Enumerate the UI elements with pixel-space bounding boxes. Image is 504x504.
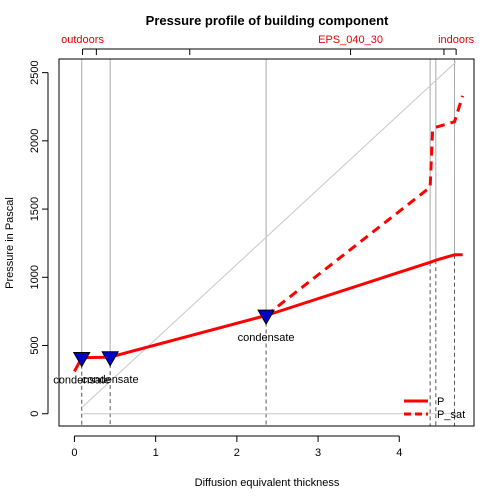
y-tick-label-0: 0 <box>29 411 41 417</box>
condensation-label-1: condensate <box>82 374 139 386</box>
y-tick-label-5: 2500 <box>29 60 41 84</box>
chart-title: Pressure profile of building component <box>146 13 389 28</box>
y-tick-label-1: 500 <box>29 336 41 354</box>
y-tick-label-2: 1000 <box>29 265 41 289</box>
legend-label-0: P <box>437 396 444 408</box>
y-tick-label-4: 2000 <box>29 129 41 153</box>
x-axis-title: Diffusion equivalent thickness <box>195 477 340 489</box>
x-tick-label-0: 0 <box>71 447 77 459</box>
x-tick-label-3: 3 <box>315 447 321 459</box>
x-tick-label-2: 2 <box>234 447 240 459</box>
y-axis-title: Pressure in Pascal <box>4 197 16 289</box>
x-tick-label-1: 1 <box>153 447 159 459</box>
x-tick-label-4: 4 <box>396 447 402 459</box>
y-tick-label-3: 1500 <box>29 197 41 221</box>
legend-label-1: P_sat <box>437 409 465 421</box>
top-label-0: outdoors <box>61 34 104 46</box>
condensation-label-2: condensate <box>238 332 295 344</box>
top-label-1: EPS_040_30 <box>318 34 383 46</box>
top-label-2: indoors <box>438 34 475 46</box>
